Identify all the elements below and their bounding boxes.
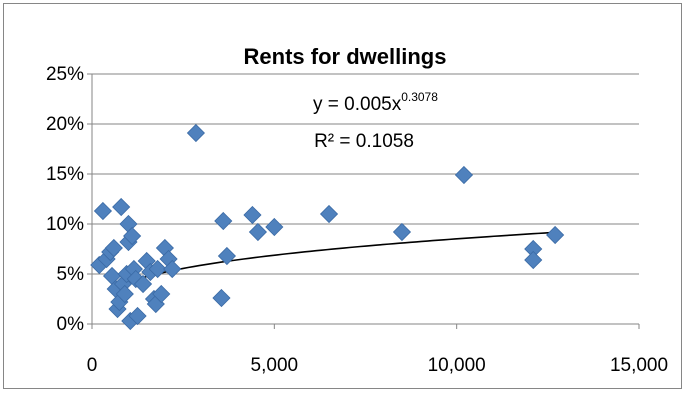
y-tick-label: 20%: [46, 114, 84, 135]
x-tick-label: 0: [87, 355, 98, 376]
data-point: [392, 222, 412, 242]
data-point: [115, 284, 134, 304]
x-tick-label: 10,000: [428, 355, 486, 376]
data-point: [214, 211, 233, 231]
chart-frame: [3, 3, 682, 389]
trendline-group: [109, 231, 556, 291]
data-point: [104, 238, 123, 258]
x-tick-label: 5,000: [251, 355, 299, 376]
y-tick-label: 5%: [57, 264, 85, 285]
x-axis-tick-labels: 0 5,000 10,000 15,000: [87, 355, 668, 376]
data-point: [123, 226, 142, 246]
trendline: [109, 231, 556, 291]
data-point: [319, 204, 339, 224]
trendline-equation: y = 0.005x0.3078: [313, 90, 438, 115]
trendline-r-squared: R² = 0.1058: [314, 131, 414, 152]
data-point: [546, 225, 565, 245]
gridlines: [92, 73, 639, 275]
data-point: [212, 288, 231, 308]
data-point: [163, 259, 182, 279]
data-points: [90, 123, 565, 331]
data-point: [112, 197, 131, 217]
trendline-equation-exponent: 0.3078: [401, 90, 438, 104]
data-point: [248, 222, 267, 242]
data-point: [152, 284, 171, 304]
y-tick-label: 0%: [57, 314, 85, 335]
y-tick-label: 15%: [46, 164, 84, 185]
data-point: [524, 250, 543, 270]
data-point: [93, 201, 113, 221]
data-point: [148, 259, 167, 279]
chart-title: Rents for dwellings: [244, 44, 447, 69]
data-point: [217, 246, 236, 266]
data-point: [133, 274, 153, 294]
data-point: [243, 205, 262, 225]
y-axis-tick-labels: 0% 5% 10% 15% 20% 25%: [46, 64, 84, 335]
trendline-equation-base: y = 0.005x: [313, 94, 402, 115]
y-tick-label: 10%: [46, 214, 84, 235]
y-tick-label: 25%: [46, 64, 84, 85]
axes: [87, 73, 640, 329]
x-tick-label: 15,000: [610, 355, 668, 376]
data-point: [186, 123, 205, 143]
data-point: [454, 165, 474, 185]
data-point: [128, 306, 147, 326]
data-point: [265, 217, 284, 237]
